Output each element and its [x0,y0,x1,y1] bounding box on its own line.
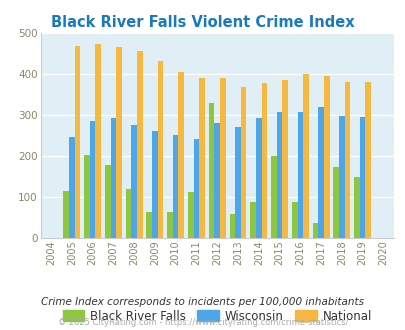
Bar [271,156,276,238]
Bar [90,120,95,238]
Bar [214,123,220,238]
Bar [193,139,199,238]
Bar [110,118,116,238]
Bar [333,167,338,238]
Bar [116,47,121,238]
Bar [167,212,173,238]
Bar [152,131,157,238]
Bar [364,82,370,238]
Bar [303,74,308,238]
Bar [291,202,297,238]
Bar [297,113,303,238]
Bar [136,51,142,238]
Bar [188,192,193,238]
Text: © 2025 CityRating.com - https://www.cityrating.com/crime-statistics/: © 2025 CityRating.com - https://www.city… [58,318,347,327]
Bar [178,72,183,238]
Legend: Black River Falls, Wisconsin, National: Black River Falls, Wisconsin, National [58,305,375,327]
Bar [250,202,255,238]
Bar [338,115,344,238]
Text: Crime Index corresponds to incidents per 100,000 inhabitants: Crime Index corresponds to incidents per… [41,297,364,307]
Bar [131,125,136,238]
Bar [234,127,240,238]
Bar [359,117,364,238]
Bar [63,190,69,238]
Text: Black River Falls Violent Crime Index: Black River Falls Violent Crime Index [51,15,354,30]
Bar [146,212,152,238]
Bar [255,118,261,238]
Bar [323,76,329,238]
Bar [276,113,281,238]
Bar [95,44,101,238]
Bar [312,223,318,238]
Bar [229,214,234,238]
Bar [354,177,359,238]
Bar [75,46,80,238]
Bar [84,154,90,238]
Bar [208,103,214,238]
Bar [318,107,323,238]
Bar [126,189,131,238]
Bar [69,137,75,238]
Bar [344,82,350,238]
Bar [199,79,205,238]
Bar [240,87,246,238]
Bar [104,165,110,238]
Bar [173,135,178,238]
Bar [281,81,287,238]
Bar [261,82,266,238]
Bar [157,61,163,238]
Bar [220,79,225,238]
